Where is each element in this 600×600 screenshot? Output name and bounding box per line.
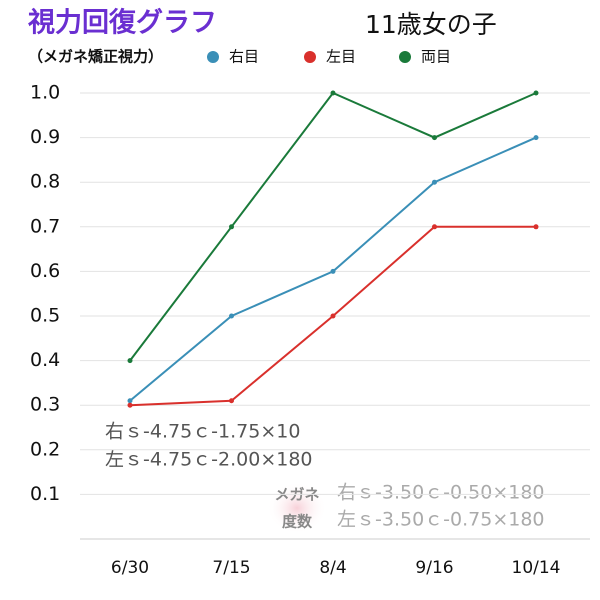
x-tick-label: 9/16 xyxy=(415,558,453,578)
data-point xyxy=(432,179,437,185)
chart-title: 視力回復グラフ xyxy=(28,7,217,39)
x-tick-label: 8/4 xyxy=(319,558,346,578)
x-tick-label: 6/30 xyxy=(111,558,149,578)
y-tick-label: 0.3 xyxy=(30,394,60,416)
legend-label: 右目 xyxy=(229,48,259,66)
legend-label: 左目 xyxy=(326,48,356,66)
y-tick-label: 0.1 xyxy=(30,483,60,505)
data-point xyxy=(330,313,336,319)
data-point xyxy=(330,268,336,274)
y-tick-label: 0.4 xyxy=(30,349,60,371)
data-point xyxy=(127,358,133,364)
legend-marker xyxy=(207,51,219,63)
data-point xyxy=(533,90,539,96)
annotation: 左ｓ-4.75ｃ-2.00×180 xyxy=(105,449,313,471)
data-point xyxy=(330,90,336,96)
data-point xyxy=(229,224,234,230)
chart-subtitle: （メガネ矯正視力） xyxy=(28,48,163,66)
y-tick-label: 0.6 xyxy=(30,260,60,282)
data-point xyxy=(229,313,234,319)
data-point xyxy=(533,135,539,141)
data-point xyxy=(432,224,437,230)
y-tick-label: 0.8 xyxy=(30,171,60,193)
x-tick-label: 10/14 xyxy=(512,558,561,578)
y-tick-label: 0.9 xyxy=(30,126,60,148)
x-tick-label: 7/15 xyxy=(212,558,250,578)
data-point xyxy=(432,135,437,141)
header-right: 11歳女の子 xyxy=(365,10,497,39)
legend-label: 両目 xyxy=(421,48,451,66)
annotation: 右ｓ-3.50ｃ-0.50×180 xyxy=(337,482,545,504)
y-tick-label: 0.7 xyxy=(30,215,60,237)
glasses-label: 度数 xyxy=(282,513,313,531)
data-point xyxy=(127,398,133,404)
annotation: 右ｓ-4.75ｃ-1.75×10 xyxy=(105,421,300,443)
y-tick-label: 1.0 xyxy=(30,82,60,104)
data-point xyxy=(229,398,234,404)
data-point xyxy=(127,402,133,408)
y-tick-label: 0.2 xyxy=(30,438,60,460)
legend-marker xyxy=(304,51,316,63)
data-point xyxy=(533,224,539,230)
glow xyxy=(267,482,327,534)
y-tick-label: 0.5 xyxy=(30,305,60,327)
annotation: 左ｓ-3.50ｃ-0.75×180 xyxy=(337,509,545,531)
legend-marker xyxy=(399,51,411,63)
